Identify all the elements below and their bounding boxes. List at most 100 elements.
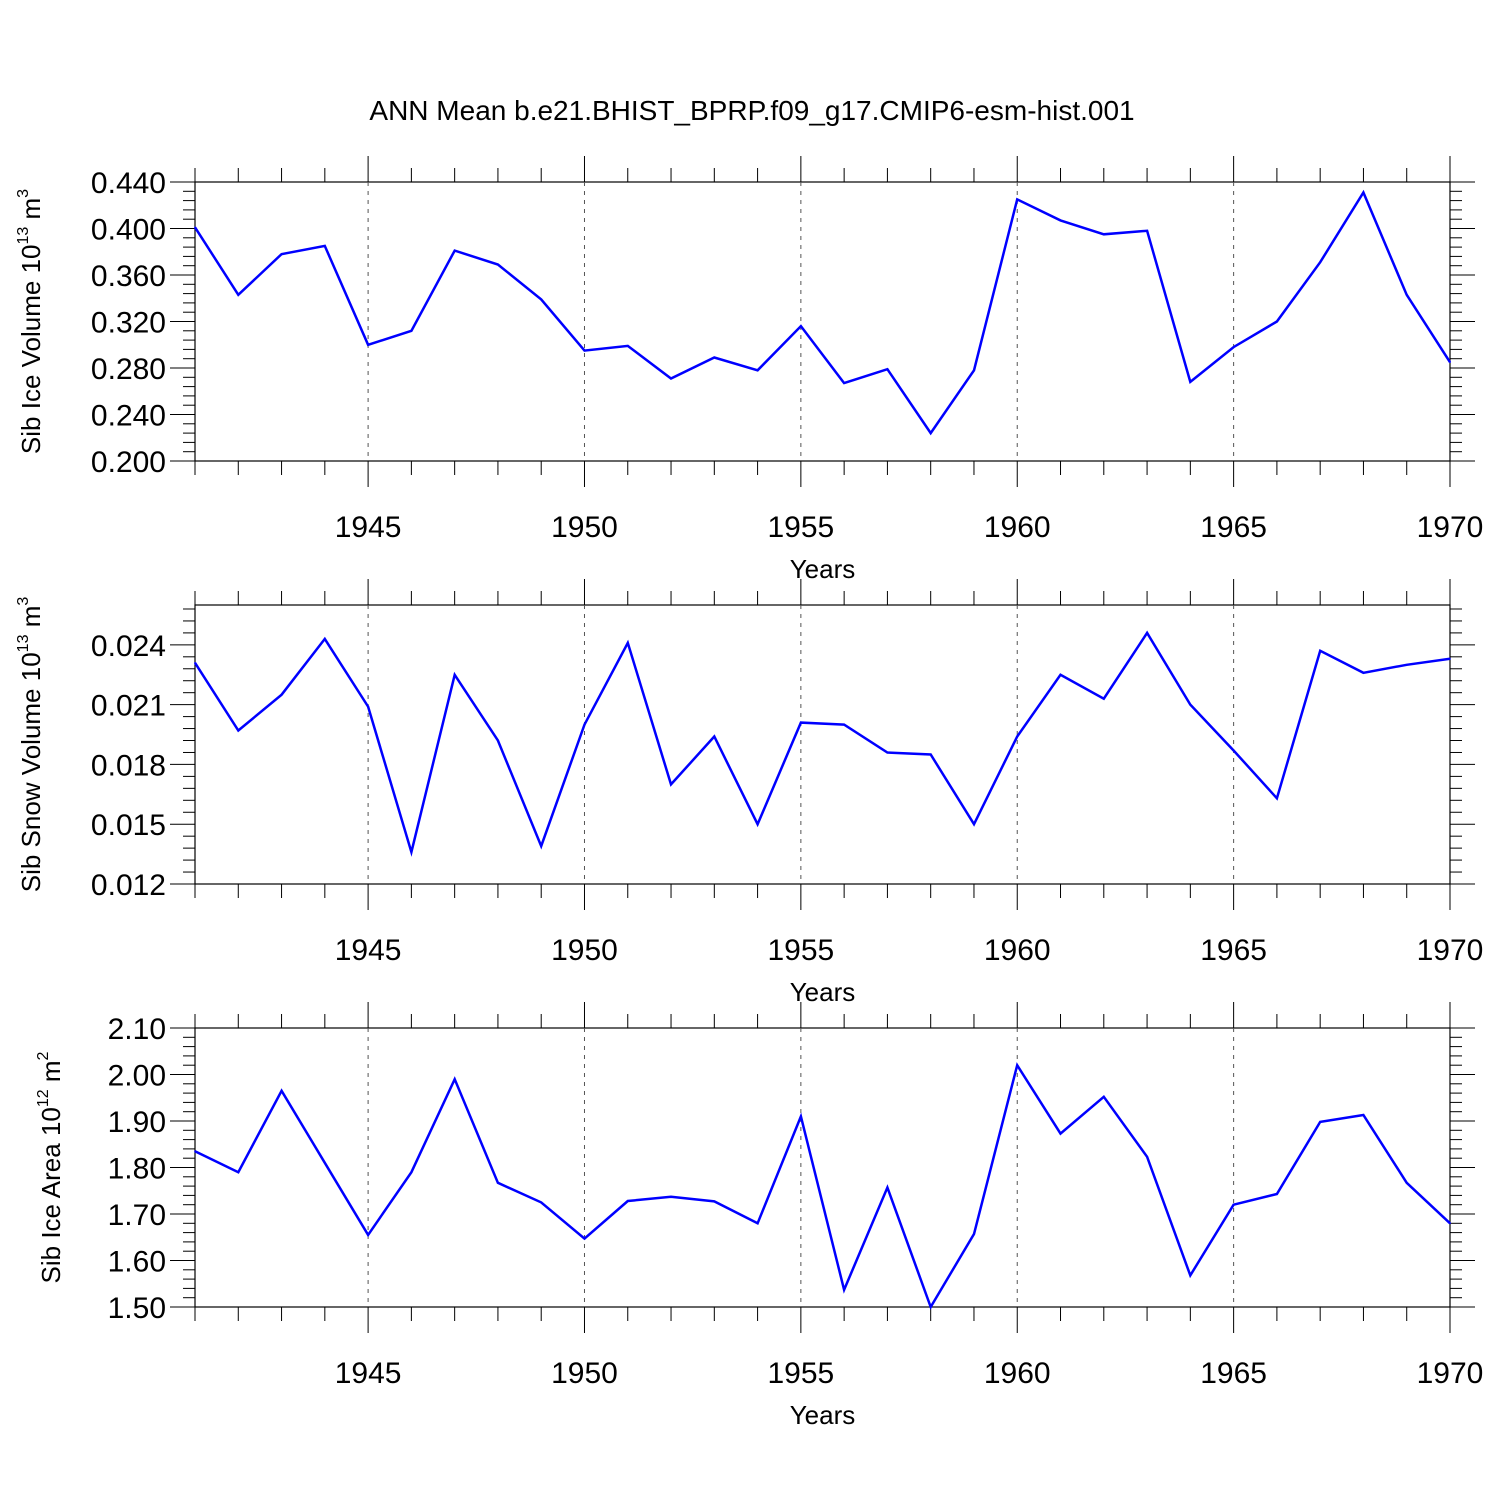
data-point	[280, 693, 283, 696]
series-line	[194, 1062, 1451, 1310]
ice-area-panel: 1.50 1.60 1.70 1.80 1.90 2.00 2.10 1945 1950 1955…	[35, 1002, 1483, 1430]
x-tick-label: 1945	[335, 934, 402, 967]
x-axis-label: Years	[790, 977, 856, 1007]
data-point	[1232, 346, 1235, 348]
data-point	[973, 369, 975, 372]
data-point	[973, 1233, 975, 1235]
data-point	[929, 432, 932, 434]
data-point	[1405, 663, 1408, 666]
series-line	[193, 630, 1451, 857]
data-point	[194, 661, 196, 664]
data-point	[843, 1288, 845, 1291]
chart-title: ANN Mean b.e21.BHIST_BPRP.f09_g17.CMIP6-…	[369, 95, 1134, 126]
data-point	[929, 753, 932, 756]
x-tick-label: 1970	[1417, 511, 1484, 544]
data-point	[1276, 797, 1278, 800]
data-point	[280, 253, 283, 255]
y-tick-label: 0.024	[91, 630, 166, 663]
data-point	[497, 739, 499, 742]
ice-volume-panel: 0.200 0.240 0.280 0.320 0.360 0.400 0.440 1945 1…	[15, 156, 1483, 584]
data-point	[410, 330, 413, 332]
x-tick-label: 1955	[767, 934, 834, 967]
y-tick-label: 0.012	[91, 869, 166, 902]
x-tick-label: 1960	[984, 934, 1051, 967]
data-point	[1362, 671, 1365, 674]
y-tick-label: 0.015	[91, 809, 166, 842]
x-tick-label: 1965	[1200, 1357, 1267, 1390]
data-point	[973, 823, 975, 826]
data-point	[1102, 1096, 1105, 1098]
plot-frame	[194, 181, 1451, 462]
x-tick-label: 1955	[767, 1357, 834, 1390]
y-tick-label: 1.80	[108, 1153, 166, 1186]
data-point	[1276, 1193, 1278, 1195]
data-point	[1405, 1182, 1408, 1184]
x-tick-label: 1965	[1200, 511, 1267, 544]
data-point	[1189, 381, 1192, 383]
x-tick-label: 1965	[1200, 934, 1267, 967]
data-point	[497, 1182, 499, 1184]
data-point	[1449, 361, 1451, 363]
x-tick-label: 1960	[984, 1357, 1051, 1390]
y-axis-label: Sib Ice Area 1012 m2	[35, 1051, 66, 1283]
y-axis-label: Sib Ice Volume 1013 m3	[15, 189, 46, 454]
data-point	[756, 1222, 759, 1225]
x-tick-label: 1950	[551, 1357, 618, 1390]
y-tick-label: 0.440	[91, 167, 166, 200]
y-tick-label: 0.021	[91, 690, 166, 723]
data-point	[540, 298, 543, 301]
data-point	[670, 783, 672, 786]
data-point	[1232, 1203, 1235, 1206]
plot-frame	[194, 1027, 1451, 1308]
y-tick-label: 1.60	[108, 1246, 166, 1279]
data-point	[367, 343, 369, 346]
y-tick-label: 0.280	[91, 353, 166, 386]
y-tick-label: 0.400	[91, 214, 166, 247]
data-point	[1232, 749, 1235, 752]
data-point	[237, 729, 240, 732]
data-point	[1449, 1222, 1451, 1225]
data-point	[1016, 198, 1019, 201]
data-point	[1319, 261, 1321, 264]
data-point	[1189, 703, 1192, 706]
data-point	[324, 1162, 326, 1164]
data-point	[1362, 1114, 1365, 1116]
data-point	[1319, 650, 1321, 652]
data-point	[324, 245, 326, 247]
data-point	[367, 705, 369, 708]
data-point	[626, 642, 629, 644]
x-tick-label: 1950	[551, 511, 618, 544]
data-point	[800, 325, 802, 327]
data-point	[1276, 320, 1278, 323]
y-axis-label: Sib Snow Volume 1013 m3	[15, 597, 46, 893]
data-point	[194, 226, 196, 229]
data-point	[194, 1150, 196, 1153]
y-tick-label: 0.360	[91, 260, 166, 293]
x-tick-label: 1945	[335, 511, 402, 544]
y-tick-label: 2.10	[108, 1013, 166, 1046]
data-point	[670, 377, 672, 380]
data-point	[843, 723, 845, 726]
y-tick-label: 2.00	[108, 1060, 166, 1093]
x-tick-label: 1950	[551, 934, 618, 967]
data-point	[583, 349, 586, 352]
data-point	[540, 1201, 543, 1204]
data-point	[1059, 673, 1062, 676]
data-point	[453, 1078, 456, 1080]
y-tick-label: 1.50	[108, 1292, 166, 1325]
data-point	[713, 1200, 716, 1203]
data-point	[886, 1186, 889, 1189]
data-point	[410, 851, 413, 853]
data-point	[1059, 219, 1062, 222]
data-point	[670, 1195, 672, 1198]
snow-volume-panel: 0.012 0.015 0.018 0.021 0.024 1945 1950 1955 196…	[15, 579, 1483, 1007]
y-tick-label: 0.018	[91, 749, 166, 782]
data-point	[324, 638, 326, 640]
y-tick-label: 1.70	[108, 1199, 166, 1232]
data-point	[1319, 1121, 1321, 1123]
data-point	[626, 1200, 629, 1202]
data-point	[583, 1237, 586, 1240]
y-tick-label: 0.240	[91, 400, 166, 433]
x-tick-label: 1945	[335, 1357, 402, 1390]
